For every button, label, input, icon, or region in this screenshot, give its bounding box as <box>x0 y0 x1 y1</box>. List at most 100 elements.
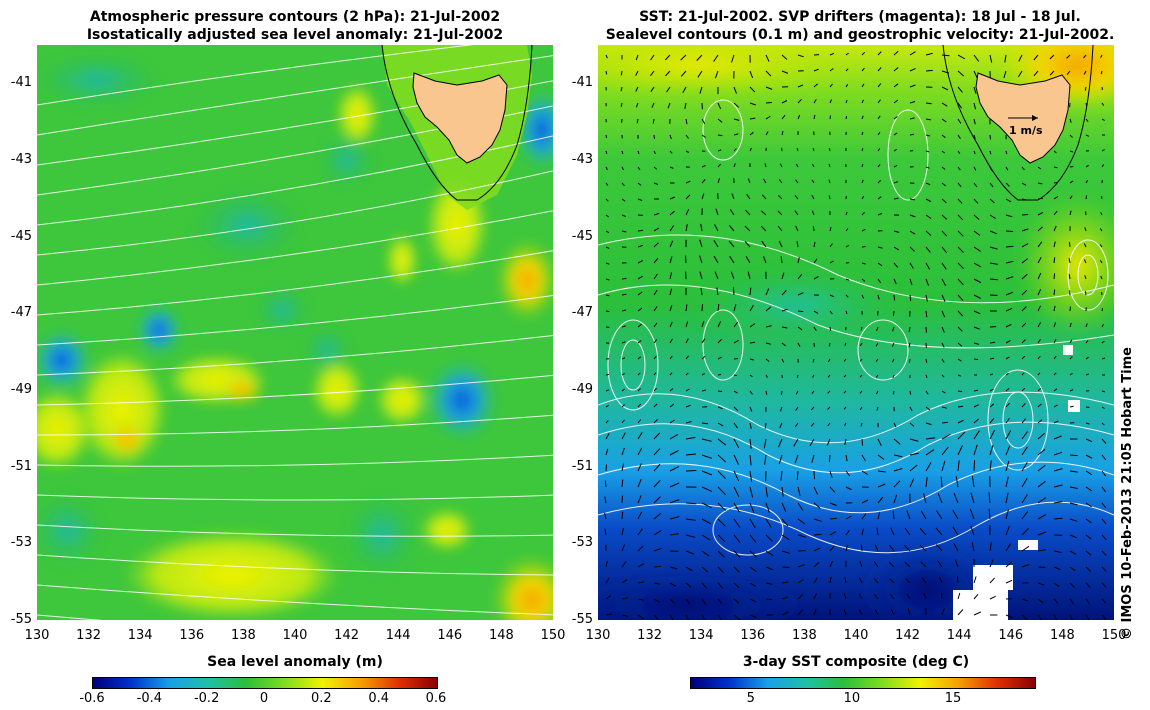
velocity-vector <box>829 486 836 493</box>
velocity-vector <box>779 422 783 429</box>
velocity-vector <box>813 326 817 331</box>
velocity-vector <box>765 288 770 296</box>
velocity-vector <box>605 166 608 171</box>
velocity-vector <box>957 342 963 347</box>
velocity-vector <box>893 197 899 200</box>
velocity-vector <box>1021 431 1028 440</box>
velocity-vector <box>685 614 689 620</box>
velocity-vector <box>780 470 783 481</box>
velocity-vector <box>749 614 757 619</box>
velocity-vector <box>733 438 740 448</box>
velocity-vector <box>733 390 738 394</box>
velocity-vector <box>941 460 946 472</box>
velocity-vector <box>620 86 623 92</box>
velocity-vector <box>1085 211 1087 216</box>
velocity-vector <box>957 214 964 221</box>
velocity-vector <box>605 294 610 297</box>
velocity-vector <box>1021 355 1026 360</box>
velocity-vector <box>813 470 815 480</box>
velocity-vector <box>653 463 661 472</box>
velocity-vector <box>749 486 754 498</box>
velocity-vector <box>637 291 643 296</box>
velocity-vector <box>811 210 815 216</box>
velocity-vector <box>845 99 848 104</box>
velocity-vector <box>621 293 627 296</box>
velocity-vector <box>936 510 943 520</box>
velocity-vector <box>778 240 783 248</box>
velocity-vector <box>957 326 963 332</box>
velocity-vector <box>1084 275 1087 280</box>
velocity-vector <box>843 374 847 378</box>
velocity-vector <box>904 527 911 536</box>
velocity-vector <box>696 54 703 61</box>
sea-level-anomaly-map[interactable] <box>37 45 553 620</box>
velocity-vector <box>859 342 863 347</box>
velocity-vector <box>1101 422 1105 426</box>
velocity-vector <box>1053 404 1058 408</box>
velocity-vector <box>1021 182 1027 186</box>
velocity-vector <box>1085 118 1089 123</box>
velocity-vector <box>1069 195 1073 200</box>
velocity-vector <box>777 210 783 216</box>
velocity-vector <box>1068 274 1071 280</box>
velocity-vector <box>973 358 979 361</box>
velocity-vector <box>685 566 693 572</box>
velocity-vector <box>1101 102 1105 106</box>
velocity-vector <box>973 70 978 79</box>
velocity-vector <box>717 454 727 463</box>
velocity-vector <box>957 150 961 154</box>
velocity-vector <box>957 278 964 286</box>
velocity-vector <box>876 326 879 332</box>
velocity-vector <box>925 294 928 302</box>
velocity-vector <box>717 438 727 446</box>
velocity-vector <box>621 511 624 520</box>
velocity-vector <box>669 372 673 376</box>
velocity-vector <box>874 609 879 616</box>
velocity-vector <box>813 533 822 536</box>
velocity-vector <box>685 404 691 408</box>
velocity-vector <box>828 147 831 152</box>
velocity-vector <box>1005 323 1012 328</box>
velocity-vector <box>717 470 727 480</box>
velocity-vector <box>1101 518 1107 525</box>
velocity-vector <box>1021 510 1029 520</box>
velocity-vector <box>621 198 626 202</box>
velocity-vector <box>845 278 850 281</box>
velocity-vector <box>682 86 687 94</box>
velocity-vector <box>889 544 895 552</box>
velocity-vector <box>1021 228 1029 232</box>
velocity-vector <box>729 256 735 264</box>
sst-composite-map[interactable]: 1 m/s <box>598 45 1114 620</box>
velocity-vector <box>637 166 641 171</box>
velocity-vector <box>988 492 991 504</box>
right-lat-tick-label: -49 <box>571 382 593 397</box>
velocity-vector <box>845 294 849 298</box>
velocity-vector <box>989 373 993 376</box>
velocity-vector <box>973 214 980 220</box>
velocity-vector <box>1066 70 1071 76</box>
velocity-vector <box>653 448 661 456</box>
velocity-vector <box>909 294 912 302</box>
velocity-vector <box>1037 598 1044 604</box>
velocity-vector <box>653 614 659 620</box>
velocity-vector <box>717 518 726 527</box>
velocity-vector <box>909 51 916 56</box>
velocity-vector <box>843 406 847 410</box>
velocity-vector <box>859 560 863 568</box>
velocity-vector <box>877 51 882 56</box>
velocity-vector <box>1037 211 1044 216</box>
velocity-vector <box>653 182 659 185</box>
velocity-vector <box>717 406 724 410</box>
velocity-vector <box>953 542 959 552</box>
velocity-vector <box>781 100 788 104</box>
velocity-vector <box>1005 614 1013 619</box>
velocity-vector <box>1053 388 1058 392</box>
velocity-vector <box>765 306 772 312</box>
velocity-vector <box>1053 289 1056 296</box>
velocity-vector <box>877 148 881 152</box>
velocity-vector <box>893 480 901 488</box>
velocity-vector <box>605 150 608 155</box>
velocity-vector <box>733 582 740 588</box>
velocity-vector <box>749 422 752 429</box>
velocity-vector <box>845 211 848 216</box>
